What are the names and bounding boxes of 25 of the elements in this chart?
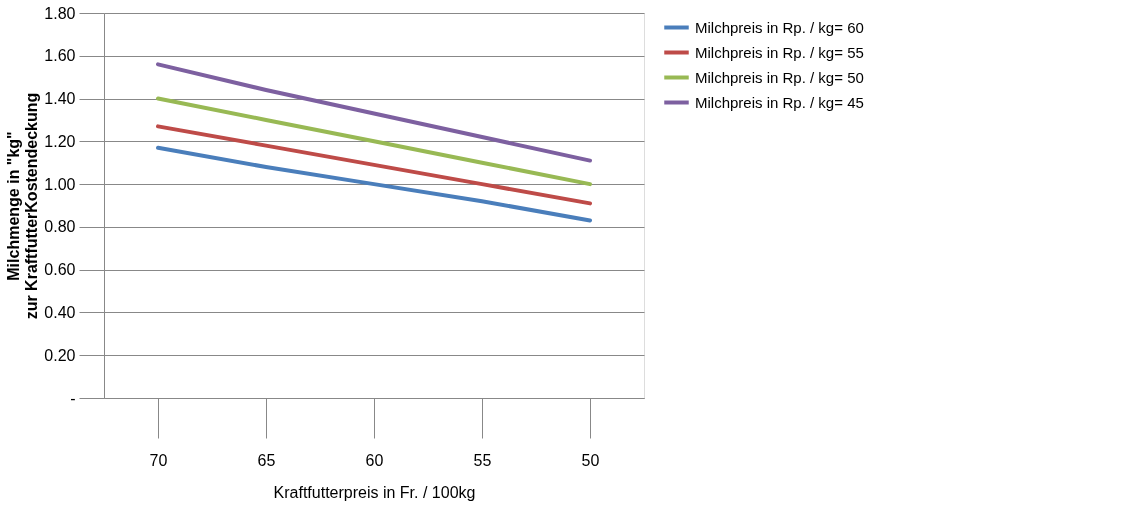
- legend-label: Milchpreis in Rp. / kg= 45: [695, 93, 864, 111]
- y-tick-label: 0.40: [44, 303, 76, 321]
- y-tick-label: 1.60: [44, 47, 76, 65]
- y-tick-label: 0.80: [44, 218, 76, 236]
- y-tick-label: 1.40: [44, 90, 76, 108]
- x-axis-title: Kraftfutterpreis in Fr. / 100kg: [273, 483, 476, 501]
- y-tick-label: 1.00: [44, 175, 76, 193]
- y-tick-label: 1.80: [44, 4, 76, 22]
- line-series: [156, 96, 592, 187]
- y-axis-title: Milchmenge in "kg" zur KraftfutterKostendeckung: [5, 92, 41, 320]
- x-tick-label: 60: [365, 451, 384, 469]
- y-tick-label: -: [70, 389, 76, 407]
- y-tick-label: 0.20: [44, 346, 76, 364]
- y-tick-label: 1.20: [44, 132, 76, 150]
- legend-label: Milchpreis in Rp. / kg= 55: [695, 43, 864, 61]
- x-tick-label: 55: [473, 451, 492, 469]
- x-tick-label: 70: [149, 451, 168, 469]
- x-tick-label: 50: [581, 451, 600, 469]
- legend-label: Milchpreis in Rp. / kg= 50: [695, 68, 864, 86]
- line-series: [156, 145, 592, 223]
- x-tick-label: 65: [257, 451, 276, 469]
- line-series: [156, 124, 592, 206]
- y-tick-label: 0.60: [44, 261, 76, 279]
- legend-label: Milchpreis in Rp. / kg= 60: [695, 18, 864, 36]
- line-series: [156, 62, 592, 163]
